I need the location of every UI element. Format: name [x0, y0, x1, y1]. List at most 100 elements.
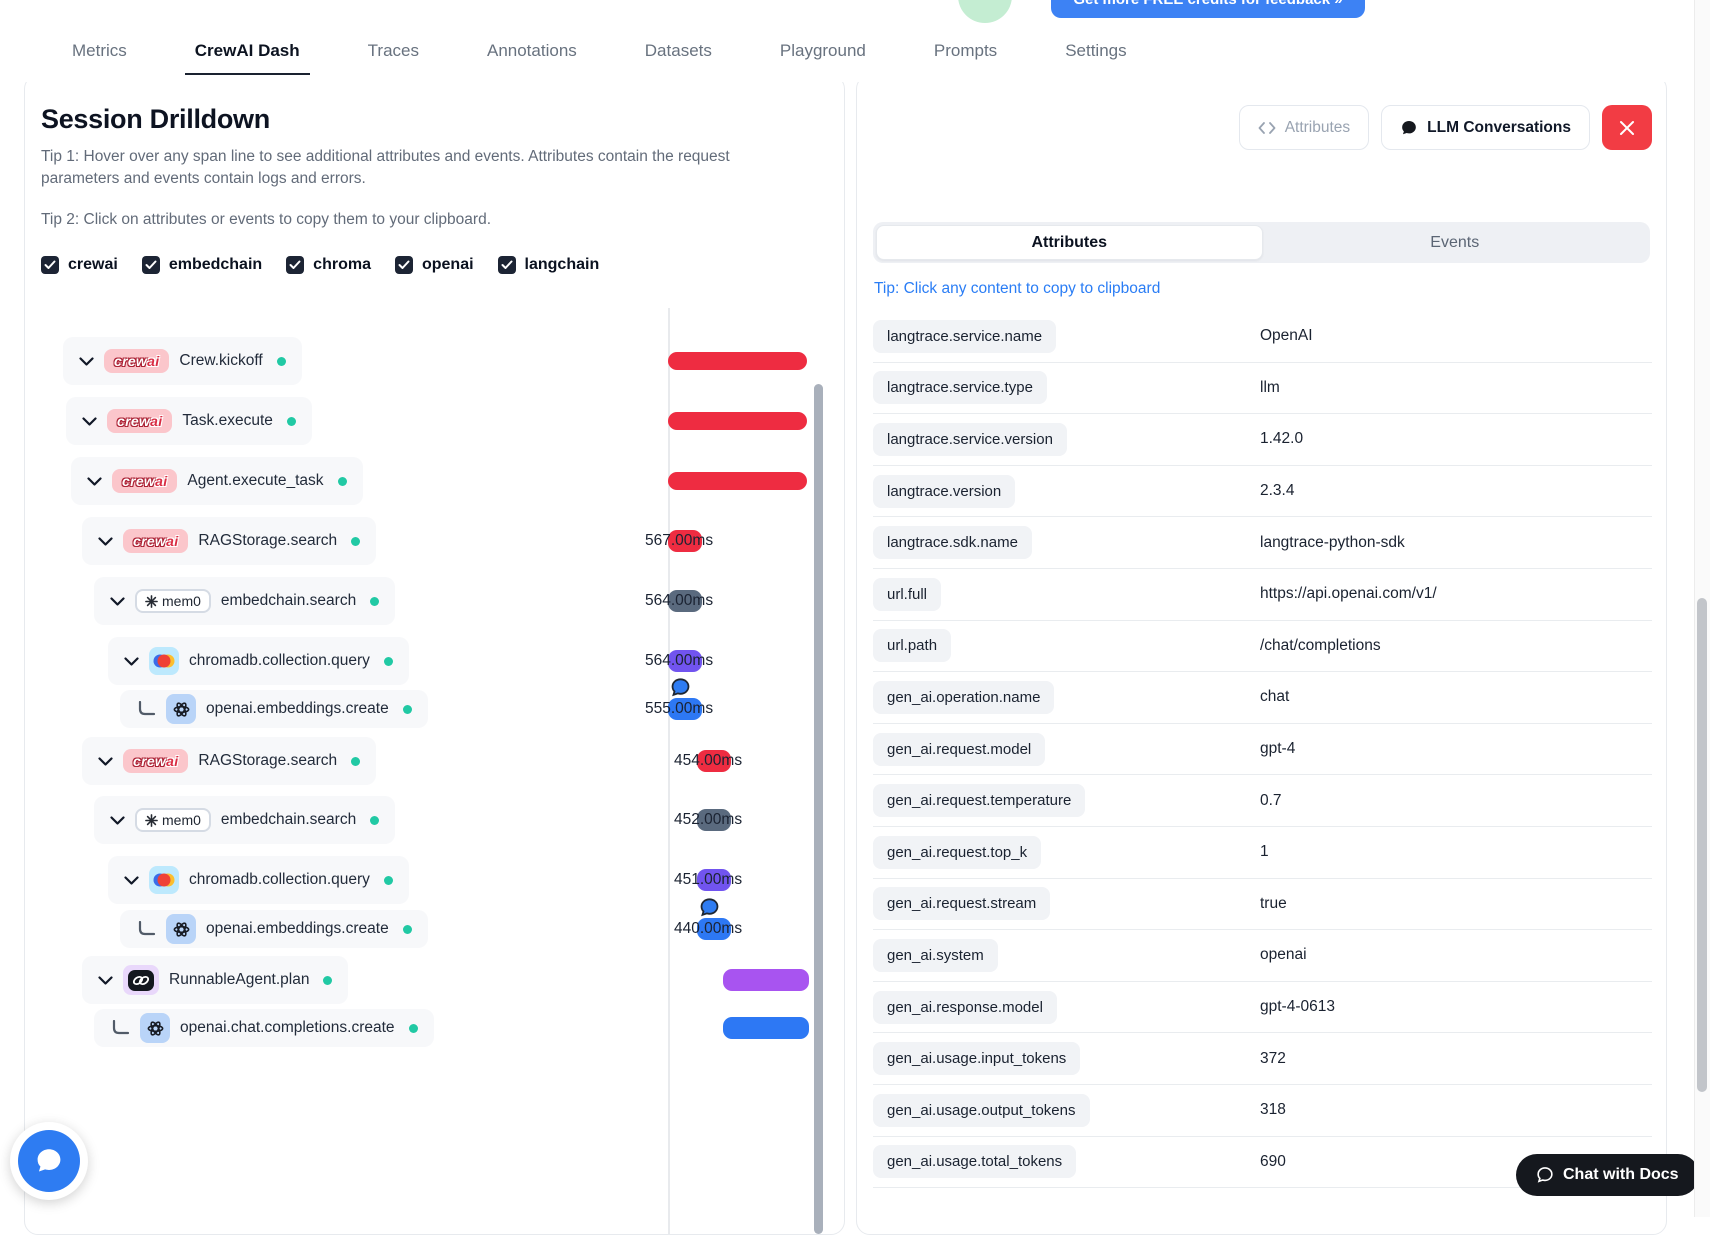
chevron-down-icon[interactable]: [110, 596, 125, 606]
span-duration-bar[interactable]: [668, 412, 807, 430]
free-credits-button[interactable]: Get more FREE credits for feedback »: [1051, 0, 1365, 18]
attribute-value[interactable]: 2.3.4: [1260, 482, 1295, 500]
span-duration-bar[interactable]: [697, 869, 731, 891]
span-duration-bar[interactable]: [697, 918, 731, 940]
chevron-down-icon[interactable]: [87, 476, 102, 486]
span-box[interactable]: crew ai Crew.kickoff: [63, 337, 302, 385]
chevron-down-icon[interactable]: [79, 356, 94, 366]
copy-tip-link[interactable]: Tip: Click any content to copy to clipbo…: [874, 280, 1161, 297]
span-duration-bar[interactable]: [668, 590, 702, 612]
attribute-value[interactable]: llm: [1260, 378, 1280, 396]
attribute-value[interactable]: OpenAI: [1260, 327, 1313, 345]
vendor-filter-crewai[interactable]: crewai: [41, 256, 118, 274]
attribute-value[interactable]: 372: [1260, 1049, 1286, 1067]
attribute-value[interactable]: https://api.openai.com/v1/: [1260, 585, 1437, 603]
attribute-value[interactable]: gpt-4-0613: [1260, 998, 1335, 1016]
page-scrollbar[interactable]: [1694, 0, 1710, 1217]
attribute-value[interactable]: 318: [1260, 1101, 1286, 1119]
vendor-filter-openai[interactable]: openai: [394, 256, 474, 274]
attribute-value[interactable]: true: [1260, 894, 1287, 912]
span-duration-bar[interactable]: [668, 352, 807, 370]
tab-attributes[interactable]: Attributes: [876, 225, 1263, 260]
attribute-key[interactable]: gen_ai.usage.input_tokens: [873, 1042, 1081, 1076]
attribute-key[interactable]: gen_ai.system: [873, 938, 998, 972]
attribute-value[interactable]: 690: [1260, 1152, 1286, 1170]
vendor-filter-embedchain[interactable]: embedchain: [141, 256, 262, 274]
span-box[interactable]: crewai mem0 embedchain.search: [94, 796, 396, 844]
attribute-key[interactable]: langtrace.service.name: [873, 319, 1057, 353]
span-row[interactable]: crewai openai.embeddings.create 440.00ms: [25, 898, 844, 948]
span-row[interactable]: crewai chromadb.collection.query 564.00m…: [25, 637, 844, 685]
nav-tab-settings[interactable]: Settings: [1065, 41, 1127, 60]
span-row[interactable]: crew ai Task.execute: [25, 397, 844, 445]
nav-tab-prompts[interactable]: Prompts: [933, 41, 998, 60]
attribute-key[interactable]: gen_ai.request.top_k: [873, 835, 1042, 869]
tree-scrollbar[interactable]: [814, 384, 823, 1234]
span-duration-bar[interactable]: [697, 809, 731, 831]
page-scrollbar-thumb[interactable]: [1697, 598, 1707, 1092]
span-box[interactable]: crewai mem0 embedchain.search: [94, 577, 396, 625]
span-box[interactable]: crew ai RAGStorage.search: [82, 737, 377, 785]
attribute-value[interactable]: openai: [1260, 946, 1307, 964]
attribute-key[interactable]: url.path: [873, 629, 952, 663]
attribute-key[interactable]: gen_ai.usage.output_tokens: [873, 1093, 1090, 1127]
span-row[interactable]: crew ai RAGStorage.search 454.00ms: [25, 737, 844, 785]
attribute-value[interactable]: 0.7: [1260, 791, 1282, 809]
nav-tab-datasets[interactable]: Datasets: [644, 41, 712, 60]
attribute-value[interactable]: 1.42.0: [1260, 430, 1304, 448]
attribute-key[interactable]: gen_ai.usage.total_tokens: [873, 1145, 1077, 1179]
nav-tab-crewai-dash[interactable]: CrewAI Dash: [184, 31, 310, 75]
close-button[interactable]: [1602, 105, 1652, 150]
span-row[interactable]: crew ai RAGStorage.search 567.00ms: [25, 517, 844, 565]
span-box[interactable]: crew ai Task.execute: [66, 397, 312, 445]
attribute-value[interactable]: /chat/completions: [1260, 636, 1381, 654]
span-duration-bar[interactable]: [723, 1017, 809, 1039]
attribute-key[interactable]: gen_ai.response.model: [873, 990, 1057, 1024]
span-row[interactable]: crew ai Agent.execute_task: [25, 457, 844, 505]
attribute-key[interactable]: gen_ai.operation.name: [873, 680, 1055, 714]
attribute-value[interactable]: gpt-4: [1260, 740, 1296, 758]
attribute-value[interactable]: langtrace-python-sdk: [1260, 533, 1405, 551]
nav-tab-traces[interactable]: Traces: [367, 41, 419, 60]
attribute-key[interactable]: gen_ai.request.stream: [873, 887, 1051, 921]
span-box[interactable]: crewai chromadb.collection.query: [108, 856, 409, 904]
chat-with-docs-button[interactable]: Chat with Docs: [1516, 1154, 1699, 1196]
span-duration-bar[interactable]: [697, 750, 731, 772]
span-duration-bar[interactable]: [668, 650, 702, 672]
span-box[interactable]: crewai RunnableAgent.plan: [82, 956, 349, 1004]
span-row[interactable]: crewai mem0 embedchain.search 452.00ms: [25, 796, 844, 844]
nav-tab-playground[interactable]: Playground: [779, 41, 866, 60]
span-box[interactable]: crew ai RAGStorage.search: [82, 517, 377, 565]
span-box[interactable]: crewai openai.chat.completions.create: [94, 1009, 434, 1047]
nav-tab-annotations[interactable]: Annotations: [486, 41, 577, 60]
llm-conversation-bubble-icon[interactable]: [670, 677, 691, 703]
vendor-filter-langchain[interactable]: langchain: [497, 256, 599, 274]
chevron-down-icon[interactable]: [98, 536, 113, 546]
span-box[interactable]: crewai openai.embeddings.create: [120, 910, 428, 948]
chevron-down-icon[interactable]: [110, 815, 125, 825]
attribute-key[interactable]: url.full: [873, 577, 942, 611]
span-row[interactable]: crewai RunnableAgent.plan: [25, 956, 844, 1004]
span-row[interactable]: crewai openai.embeddings.create 555.00ms: [25, 678, 844, 728]
llm-conversations-button[interactable]: LLM Conversations: [1381, 105, 1590, 150]
span-duration-bar[interactable]: [668, 698, 702, 720]
attribute-key[interactable]: langtrace.version: [873, 474, 1016, 508]
chevron-down-icon[interactable]: [124, 656, 139, 666]
span-box[interactable]: crewai openai.embeddings.create: [120, 690, 428, 728]
llm-conversation-bubble-icon[interactable]: [699, 897, 720, 923]
span-row[interactable]: crew ai Crew.kickoff: [25, 337, 844, 385]
chat-launcher-button[interactable]: [10, 1122, 88, 1200]
avatar[interactable]: [958, 0, 1012, 23]
span-box[interactable]: crew ai Agent.execute_task: [71, 457, 363, 505]
attribute-value[interactable]: chat: [1260, 688, 1290, 706]
vendor-filter-chroma[interactable]: chroma: [286, 256, 371, 274]
span-row[interactable]: crewai openai.chat.completions.create: [25, 1009, 844, 1047]
attribute-key[interactable]: langtrace.service.version: [873, 422, 1067, 456]
attribute-key[interactable]: langtrace.service.type: [873, 371, 1047, 405]
span-duration-bar[interactable]: [668, 530, 702, 552]
span-box[interactable]: crewai chromadb.collection.query: [108, 637, 409, 685]
nav-tab-metrics[interactable]: Metrics: [72, 41, 127, 60]
attribute-key[interactable]: gen_ai.request.model: [873, 732, 1046, 766]
chevron-down-icon[interactable]: [98, 756, 113, 766]
chevron-down-icon[interactable]: [98, 975, 113, 985]
